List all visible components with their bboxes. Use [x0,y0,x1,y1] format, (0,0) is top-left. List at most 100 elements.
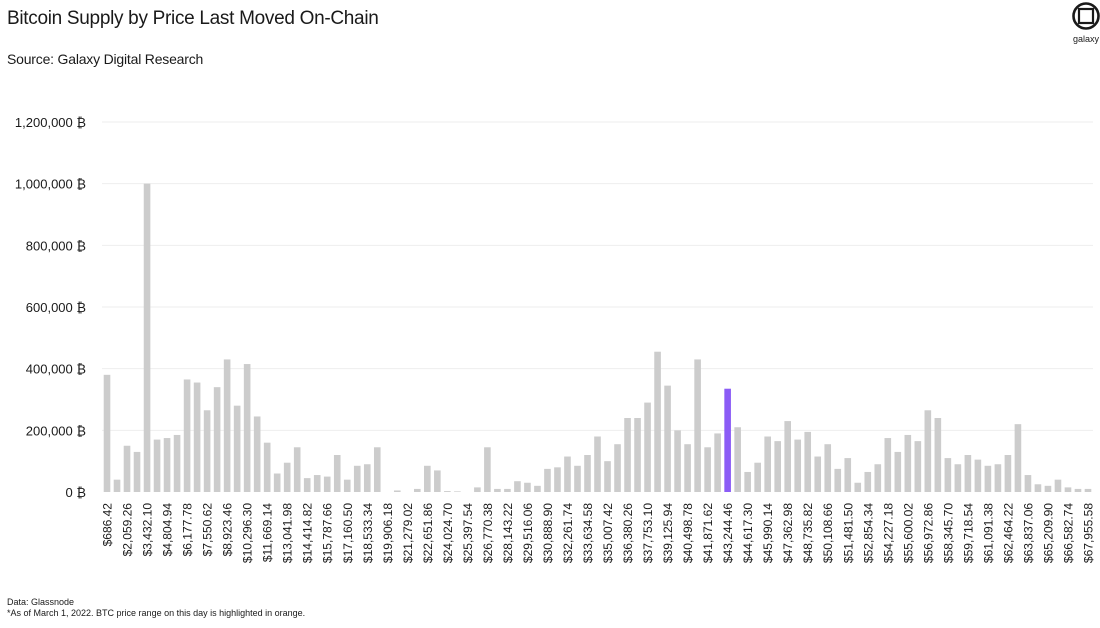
x-tick-label: $47,362.98 [781,503,795,563]
gridlines [102,121,1093,431]
bar [263,442,271,492]
bar [373,447,381,492]
bar [984,465,992,492]
x-tick-label: $65,209.90 [1041,503,1055,563]
bar [1044,485,1052,492]
bar [223,359,231,492]
x-tick-label: $26,770.38 [481,503,495,563]
x-tick-label: $52,854.34 [861,503,875,563]
x-tick-label: $32,261.74 [561,503,575,563]
x-tick-label: $15,787.66 [321,503,335,563]
bar [884,438,892,492]
bar [944,458,952,492]
bar [203,410,211,492]
bar [704,447,711,492]
x-tick-label: $17,160.50 [341,503,355,563]
bar [273,473,281,492]
bar [353,465,361,492]
y-tick-label: 600,000 ₿ [26,300,86,315]
bar [1004,455,1012,492]
bar [744,471,751,492]
x-tick-label: $37,753.10 [641,503,655,563]
bar-highlighted [724,388,731,492]
x-tick-label: $44,617.30 [741,503,755,563]
x-tick-label: $28,143.22 [501,503,515,563]
bar [974,459,982,493]
bar [764,436,771,492]
bar [574,465,581,492]
x-tick-label: $18,533.34 [361,503,375,563]
x-tick-label: $14,414.82 [301,503,315,563]
x-tick-label: $686.42 [101,503,115,547]
x-tick-label: $19,906.18 [381,503,395,563]
bar [363,464,371,492]
bar [794,439,802,492]
y-axis-ticks: 0 ₿ 200,000 ₿ 400,000 ₿ 600,000 ₿ 800,000 ₿ 1… [15,115,86,500]
bar [904,434,912,492]
bar [504,488,511,492]
x-tick-label: $55,600.02 [901,503,915,563]
y-tick-label: 400,000 ₿ [26,362,86,377]
bar [634,418,641,492]
bar [434,470,441,492]
x-tick-label: $62,464.22 [1001,503,1015,563]
x-tick-label: $50,108.66 [821,503,835,563]
x-tick-label: $13,041.98 [281,503,295,563]
bar [514,481,521,492]
bar [554,467,561,492]
bar [474,487,481,493]
bar [393,490,401,492]
bar [564,456,571,492]
bar [1034,484,1042,492]
galaxy-logo-icon [1072,2,1100,30]
bar [534,485,541,492]
x-tick-label: $6,177.78 [181,503,195,557]
bar [193,382,201,492]
bar [303,478,311,493]
bar [544,468,551,493]
x-tick-label: $10,296.30 [241,503,255,563]
bar [654,351,661,492]
bar [994,464,1002,492]
bar [133,451,141,492]
bar [1064,487,1072,493]
x-tick-label: $54,227.18 [881,503,895,563]
x-tick-label: $29,516.06 [521,503,535,563]
bar [684,444,691,492]
x-tick-label: $33,634.58 [581,503,595,563]
x-tick-label: $41,871.62 [701,503,715,563]
bar [664,385,671,493]
y-tick-label: 1,200,000 ₿ [15,115,86,130]
x-tick-label: $24,024.70 [441,503,455,563]
bar [594,436,601,492]
y-tick-label: 0 ₿ [66,485,86,500]
x-tick-label: $48,735.82 [801,503,815,563]
bar [414,488,421,492]
bar [233,405,241,492]
bar [754,462,761,492]
x-tick-label: $4,804.94 [161,503,175,557]
bar [524,482,531,492]
bar [103,374,111,492]
x-tick-label: $40,498.78 [681,503,695,563]
footnote: *As of March 1, 2022. BTC price range on… [7,608,306,618]
x-tick-label: $8,923.46 [221,503,235,557]
x-tick-label: $39,125.94 [661,503,675,563]
logo-text: galaxy [1072,34,1099,44]
bar [163,438,171,492]
galaxy-logo: galaxy [1068,1,1100,44]
bar [844,458,852,492]
y-tick-label: 800,000 ₿ [26,238,86,253]
bar [784,421,791,492]
x-tick-label: $58,345.70 [941,503,955,563]
bar [604,461,611,492]
bar [734,427,741,492]
bar [1014,424,1022,492]
bar [914,441,922,493]
x-tick-label: $7,550.62 [201,503,215,557]
x-tick-label: $67,955.58 [1081,503,1095,563]
bar [864,471,872,492]
x-axis-ticks: $686.42 $2,059.26 $3,432.10 $4,804.94 $6,177… [101,503,1096,563]
bar [774,441,781,493]
